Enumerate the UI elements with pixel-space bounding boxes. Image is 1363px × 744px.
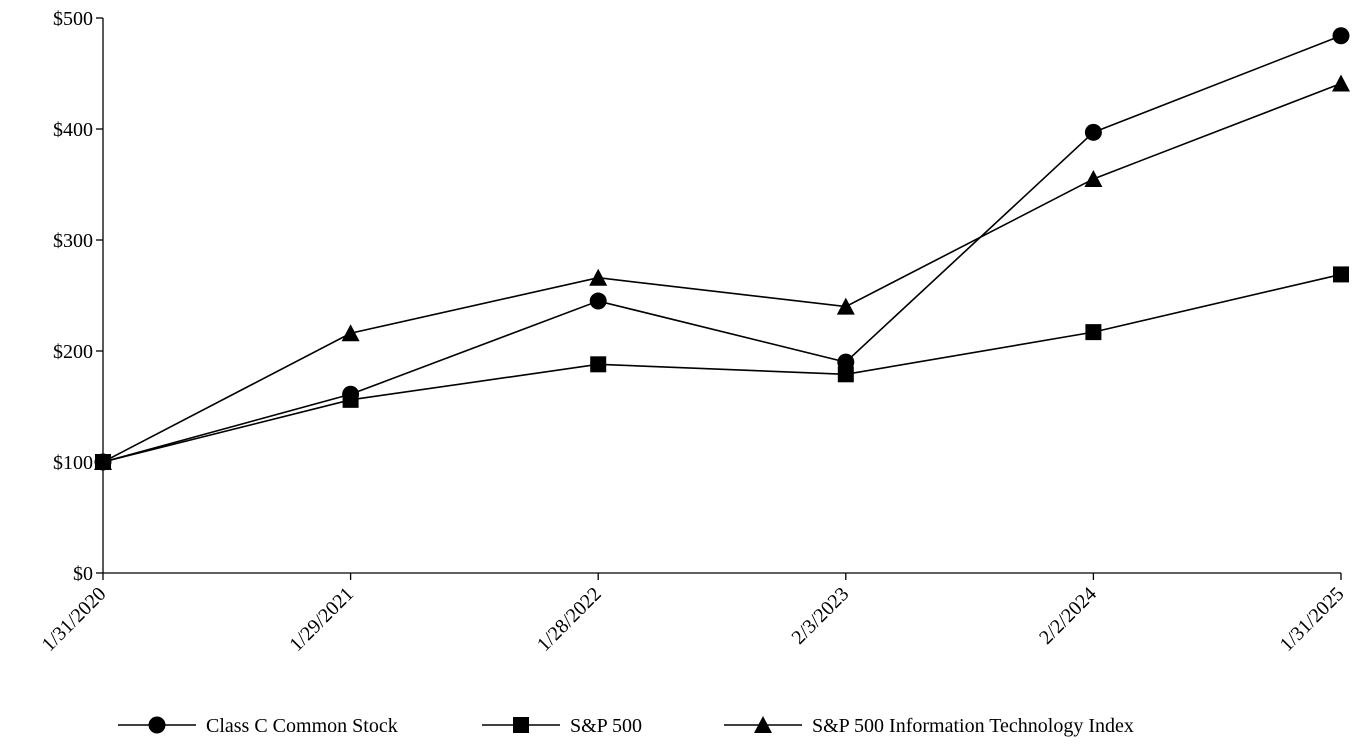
x-tick-label: 2/2/2024 [1035, 583, 1101, 649]
data-point-square [342, 391, 359, 408]
data-point-triangle [341, 324, 360, 342]
data-point-square [1085, 324, 1102, 341]
data-point-circle [589, 292, 607, 310]
legend-item: Class C Common Stock [118, 715, 398, 737]
x-tick-label: 1/31/2025 [1276, 583, 1349, 656]
data-point-triangle [1332, 74, 1350, 92]
axes: $0 $100 $200 $300 $400 $500 1/31/2020 1/29/2021… [38, 8, 1349, 656]
legend-item: S&P 500 Information Technology Index [724, 715, 1134, 737]
data-point-square [590, 356, 607, 373]
x-tick-label: 1/29/2021 [285, 583, 358, 656]
y-tick-label: $500 [53, 8, 93, 30]
y-tick-label: $200 [53, 341, 93, 363]
legend-item: S&P 500 [482, 715, 642, 737]
series-line-1 [102, 35, 1342, 463]
series-markers [94, 27, 1350, 471]
y-tick-label: $0 [73, 563, 93, 585]
legend-marker-square [513, 717, 529, 733]
data-point-circle [1332, 27, 1350, 45]
data-point-triangle [94, 453, 112, 470]
legend-marker-triangle [754, 716, 772, 733]
x-tick-label: 1/31/2020 [38, 583, 111, 656]
legend: Class C Common Stock S&P 500 S&P 500 Infor… [118, 715, 1134, 737]
data-point-square [837, 366, 854, 383]
series-lines [102, 35, 1342, 463]
series-line-3 [102, 82, 1342, 463]
data-point-triangle [589, 268, 608, 286]
x-tick-label: 1/28/2022 [533, 583, 606, 656]
y-tick-label: $300 [53, 230, 93, 252]
y-tick-label: $400 [53, 119, 93, 141]
series-line-2 [102, 273, 1342, 463]
legend-label: S&P 500 Information Technology Index [812, 715, 1134, 737]
x-tick-label: 2/3/2023 [787, 583, 853, 649]
data-point-square [1333, 266, 1349, 283]
data-point-triangle [1084, 169, 1103, 187]
data-point-triangle [836, 297, 855, 315]
data-point-circle [1084, 123, 1102, 141]
y-tick-label: $100 [53, 452, 93, 474]
legend-marker-circle [148, 716, 166, 734]
legend-label: Class C Common Stock [206, 715, 398, 737]
legend-label: S&P 500 [570, 715, 642, 737]
